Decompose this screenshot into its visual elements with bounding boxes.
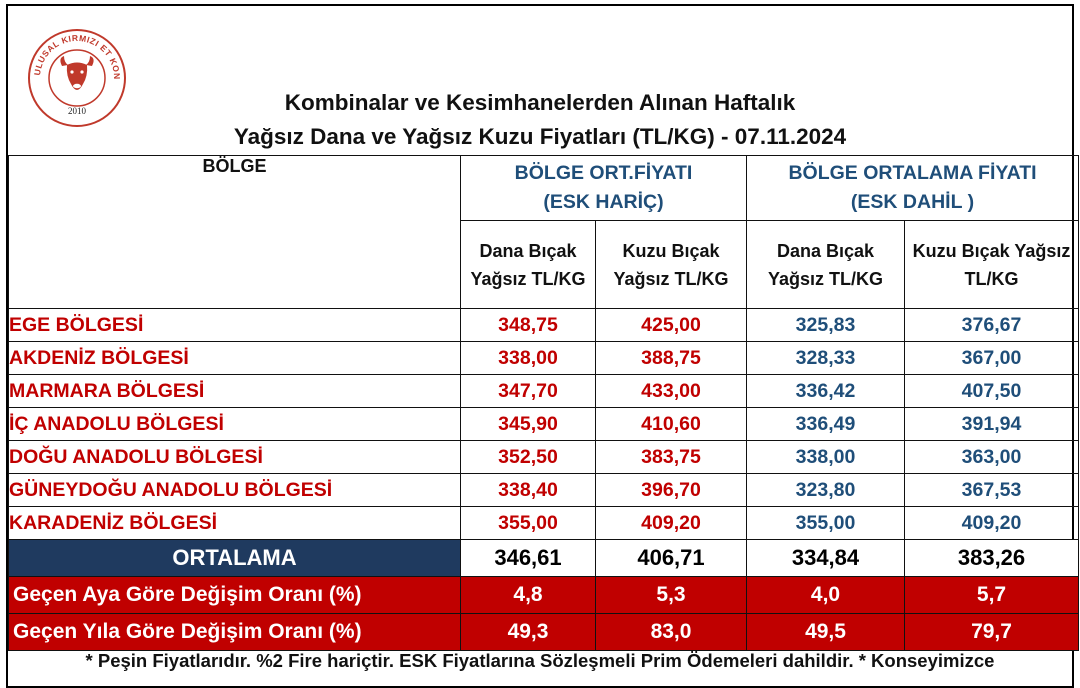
column-header-line: Kuzu Bıçak bbox=[622, 240, 720, 261]
price-cell: 376,67 bbox=[903, 308, 1080, 342]
price-cell: 325,83 bbox=[746, 308, 905, 342]
table-row: AKDENİZ BÖLGESİ 338,00 388,75 328,33 367… bbox=[8, 341, 1080, 375]
column-header-kuzu-dahil: Kuzu Bıçak Yağsız TL/KG bbox=[903, 220, 1080, 309]
price-cell: 367,00 bbox=[903, 341, 1080, 375]
change-value: 49,5 bbox=[746, 613, 905, 651]
table-row: İÇ ANADOLU BÖLGESİ 345,90 410,60 336,49 … bbox=[8, 407, 1080, 441]
column-header-line: Yağsız TL/KG bbox=[767, 268, 884, 289]
region-name: GÜNEYDOĞU ANADOLU BÖLGESİ bbox=[8, 473, 461, 507]
title-line-1: Kombinalar ve Kesimhanelerden Alınan Haf… bbox=[284, 90, 796, 115]
price-cell: 328,33 bbox=[746, 341, 905, 375]
change-value: 79,7 bbox=[903, 613, 1080, 651]
group-header-row: BÖLGE BÖLGE ORT.FİYATI (ESK HARİÇ) BÖLGE… bbox=[8, 155, 1080, 309]
price-cell: 355,00 bbox=[746, 506, 905, 540]
price-cell: 323,80 bbox=[746, 473, 905, 507]
change-value: 5,7 bbox=[903, 576, 1080, 614]
price-cell: 363,00 bbox=[903, 440, 1080, 474]
monthly-change-row: Geçen Aya Göre Değişim Oranı (%) 4,8 5,3… bbox=[8, 576, 1080, 614]
region-name: AKDENİZ BÖLGESİ bbox=[8, 341, 461, 375]
change-value: 5,3 bbox=[595, 576, 747, 614]
title-line-2: Yağsız Dana ve Yağsız Kuzu Fiyatları (TL… bbox=[233, 124, 847, 149]
price-cell: 433,00 bbox=[595, 374, 747, 408]
price-cell: 336,42 bbox=[746, 374, 905, 408]
price-table: BÖLGE BÖLGE ORT.FİYATI (ESK HARİÇ) BÖLGE… bbox=[8, 155, 1080, 651]
region-name: DOĞU ANADOLU BÖLGESİ bbox=[8, 440, 461, 474]
table-row: MARMARA BÖLGESİ 347,70 433,00 336,42 407… bbox=[8, 374, 1080, 408]
average-value: 346,61 bbox=[460, 539, 596, 577]
region-name: MARMARA BÖLGESİ bbox=[8, 374, 461, 408]
price-cell: 409,20 bbox=[595, 506, 747, 540]
logo-seal: ULUSAL KIRMIZI ET KONSEYİ 2010 bbox=[15, 12, 126, 127]
change-label: Geçen Yıla Göre Değişim Oranı (%) bbox=[8, 613, 461, 651]
column-header-dana-haric: Dana Bıçak Yağsız TL/KG bbox=[460, 220, 596, 309]
average-value: 383,26 bbox=[903, 539, 1080, 577]
region-column-header: BÖLGE bbox=[8, 155, 461, 309]
region-name: KARADENİZ BÖLGESİ bbox=[8, 506, 461, 540]
price-cell: 338,00 bbox=[746, 440, 905, 474]
region-name: İÇ ANADOLU BÖLGESİ bbox=[8, 407, 461, 441]
column-header-line: Dana Bıçak bbox=[479, 240, 577, 261]
price-cell: 345,90 bbox=[460, 407, 596, 441]
footnote: * Peşin Fiyatlarıdır. %2 Fire hariçtir. … bbox=[85, 650, 995, 671]
bull-head-icon bbox=[60, 56, 94, 90]
price-cell: 338,00 bbox=[460, 341, 596, 375]
column-header-line: Dana Bıçak bbox=[776, 240, 875, 261]
price-cell: 409,20 bbox=[903, 506, 1080, 540]
group-header-line: (ESK HARİÇ) bbox=[543, 191, 664, 213]
price-cell: 410,60 bbox=[595, 407, 747, 441]
price-cell: 367,53 bbox=[903, 473, 1080, 507]
price-cell: 407,50 bbox=[903, 374, 1080, 408]
group-header-line: (ESK DAHİL ) bbox=[850, 191, 975, 213]
change-value: 49,3 bbox=[460, 613, 596, 651]
logo-year: 2010 bbox=[68, 106, 87, 116]
average-value: 406,71 bbox=[595, 539, 747, 577]
change-value: 4,0 bbox=[746, 576, 905, 614]
price-cell: 336,49 bbox=[746, 407, 905, 441]
table-row: GÜNEYDOĞU ANADOLU BÖLGESİ 338,40 396,70 … bbox=[8, 473, 1080, 507]
price-cell: 383,75 bbox=[595, 440, 747, 474]
change-label: Geçen Aya Göre Değişim Oranı (%) bbox=[8, 576, 461, 614]
column-header-dana-dahil: Dana Bıçak Yağsız TL/KG bbox=[746, 220, 905, 309]
column-header-line: Kuzu Bıçak Yağsız bbox=[912, 240, 1071, 261]
council-logo: ULUSAL KIRMIZI ET KONSEYİ 2010 bbox=[15, 12, 136, 128]
table-row: KARADENİZ BÖLGESİ 355,00 409,20 355,00 4… bbox=[8, 506, 1080, 540]
region-name: EGE BÖLGESİ bbox=[8, 308, 461, 342]
price-cell: 388,75 bbox=[595, 341, 747, 375]
average-value: 334,84 bbox=[746, 539, 905, 577]
price-cell: 348,75 bbox=[460, 308, 596, 342]
group-header-esk-dahil: BÖLGE ORTALAMA FİYATI (ESK DAHİL ) bbox=[745, 155, 1080, 221]
price-cell: 347,70 bbox=[460, 374, 596, 408]
table-row: EGE BÖLGESİ 348,75 425,00 325,83 376,67 bbox=[8, 308, 1080, 342]
column-header-kuzu-haric: Kuzu Bıçak Yağsız TL/KG bbox=[595, 220, 747, 309]
change-value: 4,8 bbox=[460, 576, 596, 614]
average-row: ORTALAMA 346,61 406,71 334,84 383,26 bbox=[8, 539, 1080, 577]
price-cell: 425,00 bbox=[595, 308, 747, 342]
price-cell: 355,00 bbox=[460, 506, 596, 540]
yearly-change-row: Geçen Yıla Göre Değişim Oranı (%) 49,3 8… bbox=[8, 613, 1080, 651]
price-cell: 338,40 bbox=[460, 473, 596, 507]
column-header-line: TL/KG bbox=[964, 268, 1019, 289]
average-label: ORTALAMA bbox=[8, 539, 461, 577]
group-header-esk-haric: BÖLGE ORT.FİYATI (ESK HARİÇ) bbox=[460, 155, 747, 221]
group-header-line: BÖLGE ORT.FİYATI bbox=[514, 162, 693, 184]
page-title: Kombinalar ve Kesimhanelerden Alınan Haf… bbox=[150, 86, 930, 154]
price-cell: 391,94 bbox=[903, 407, 1080, 441]
price-cell: 352,50 bbox=[460, 440, 596, 474]
column-header-line: Yağsız TL/KG bbox=[613, 268, 729, 289]
change-value: 83,0 bbox=[595, 613, 747, 651]
column-header-row: Dana Bıçak Yağsız TL/KG Kuzu Bıçak Yağsı… bbox=[9, 220, 1080, 309]
table-row: DOĞU ANADOLU BÖLGESİ 352,50 383,75 338,0… bbox=[8, 440, 1080, 474]
group-header-line: BÖLGE ORTALAMA FİYATI bbox=[788, 162, 1037, 184]
price-cell: 396,70 bbox=[595, 473, 747, 507]
column-header-line: Yağsız TL/KG bbox=[470, 268, 586, 289]
